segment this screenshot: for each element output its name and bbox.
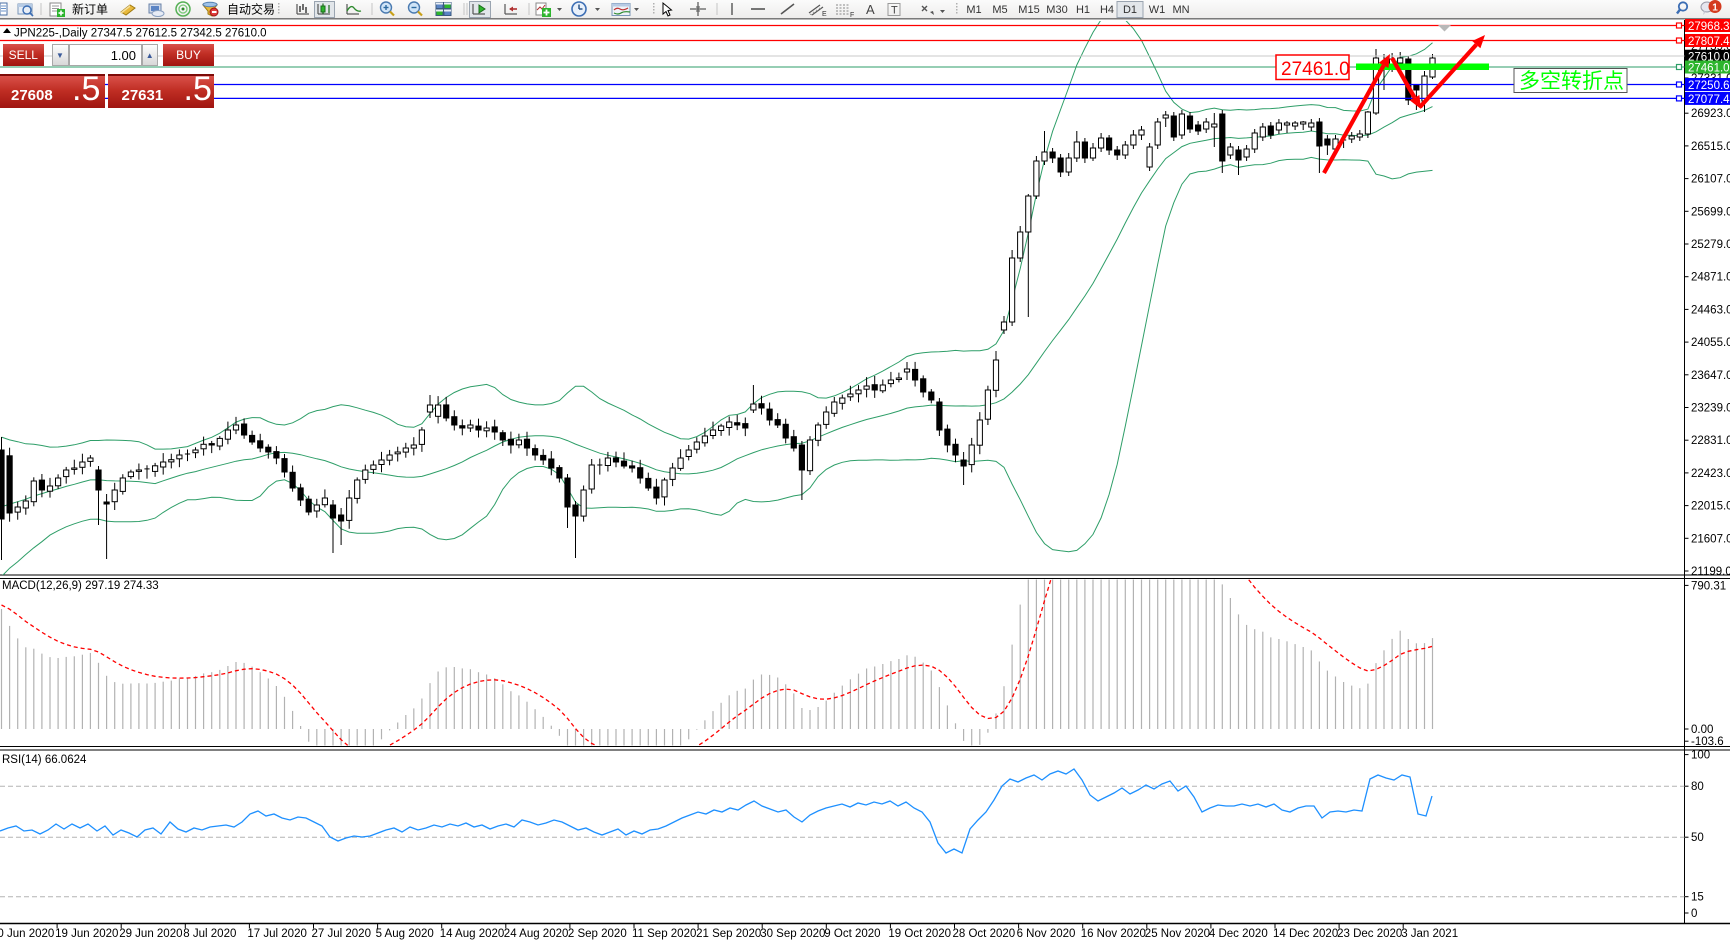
svg-text:26515.0: 26515.0: [1691, 141, 1730, 153]
svg-text:21607.0: 21607.0: [1691, 533, 1730, 545]
svg-text:27 Jul 2020: 27 Jul 2020: [312, 928, 371, 940]
svg-text:自动交易: 自动交易: [227, 2, 275, 17]
svg-text:15: 15: [1691, 892, 1704, 904]
svg-text:24055.0: 24055.0: [1691, 337, 1730, 349]
svg-text:RSI(14) 66.0624: RSI(14) 66.0624: [2, 754, 87, 766]
svg-text:100: 100: [1691, 750, 1710, 762]
svg-text:21199.0: 21199.0: [1691, 566, 1730, 578]
svg-text:M30: M30: [1046, 4, 1067, 16]
svg-text:A: A: [866, 2, 875, 17]
svg-text:8 Jul 2020: 8 Jul 2020: [183, 928, 236, 940]
svg-text:M15: M15: [1018, 4, 1039, 16]
svg-text:JPN225-,Daily 27347.5 27612.5: JPN225-,Daily 27347.5 27612.5 27342.5 27…: [14, 28, 267, 40]
svg-text:D1: D1: [1123, 4, 1137, 16]
svg-text:M5: M5: [992, 4, 1007, 16]
svg-text:29 Jun 2020: 29 Jun 2020: [119, 928, 182, 940]
svg-text:16 Nov 2020: 16 Nov 2020: [1081, 928, 1146, 940]
svg-text:0.00: 0.00: [1691, 724, 1713, 736]
svg-text:24871.0: 24871.0: [1691, 272, 1730, 284]
svg-text:26923.0: 26923.0: [1691, 108, 1730, 120]
svg-text:多空转折点: 多空转折点: [1519, 70, 1624, 93]
svg-text:17 Jul 2020: 17 Jul 2020: [247, 928, 306, 940]
svg-text:1: 1: [1712, 3, 1718, 14]
svg-text:14 Dec 2020: 14 Dec 2020: [1273, 928, 1338, 940]
svg-text:5 Aug 2020: 5 Aug 2020: [376, 928, 434, 940]
svg-text:19 Oct 2020: 19 Oct 2020: [888, 928, 951, 940]
svg-text:27807.4: 27807.4: [1688, 36, 1730, 48]
svg-text:19 Jun 2020: 19 Jun 2020: [55, 928, 118, 940]
svg-text:-103.6: -103.6: [1691, 736, 1724, 748]
svg-text:24 Aug 2020: 24 Aug 2020: [504, 928, 569, 940]
svg-text:22831.0: 22831.0: [1691, 435, 1730, 447]
svg-text:22015.0: 22015.0: [1691, 501, 1730, 513]
svg-text:27077.4: 27077.4: [1688, 94, 1730, 106]
svg-text:M1: M1: [966, 4, 981, 16]
svg-text:50: 50: [1691, 832, 1704, 844]
svg-text:0: 0: [1691, 908, 1697, 920]
svg-text:新订单: 新订单: [72, 2, 108, 17]
svg-text:14 Aug 2020: 14 Aug 2020: [440, 928, 505, 940]
svg-text:4 Dec 2020: 4 Dec 2020: [1209, 928, 1268, 940]
svg-text:H4: H4: [1100, 4, 1114, 16]
svg-text:27250.6: 27250.6: [1688, 80, 1730, 92]
svg-text:23239.0: 23239.0: [1691, 403, 1730, 415]
svg-text:9 Oct 2020: 9 Oct 2020: [824, 928, 880, 940]
svg-text:23647.0: 23647.0: [1691, 370, 1730, 382]
svg-text:21 Sep 2020: 21 Sep 2020: [696, 928, 761, 940]
svg-text:10 Jun 2020: 10 Jun 2020: [0, 928, 54, 940]
svg-text:25279.0: 25279.0: [1691, 239, 1730, 251]
svg-text:E: E: [822, 11, 827, 18]
svg-text:30 Sep 2020: 30 Sep 2020: [760, 928, 825, 940]
svg-text:T: T: [891, 5, 898, 17]
svg-text:26107.0: 26107.0: [1691, 174, 1730, 186]
svg-text:6 Nov 2020: 6 Nov 2020: [1017, 928, 1076, 940]
svg-text:790.31: 790.31: [1691, 580, 1726, 592]
svg-text:MACD(12,26,9) 297.19 274.33: MACD(12,26,9) 297.19 274.33: [2, 580, 159, 592]
svg-text:25699.0: 25699.0: [1691, 206, 1730, 218]
svg-text:28 Oct 2020: 28 Oct 2020: [953, 928, 1016, 940]
svg-text:27461.0: 27461.0: [1281, 59, 1350, 80]
svg-text:24463.0: 24463.0: [1691, 304, 1730, 316]
svg-text:F: F: [850, 12, 854, 18]
svg-text:3 Jan 2021: 3 Jan 2021: [1401, 928, 1458, 940]
svg-text:23 Dec 2020: 23 Dec 2020: [1337, 928, 1402, 940]
svg-text:27968.3: 27968.3: [1688, 21, 1730, 33]
svg-text:11 Sep 2020: 11 Sep 2020: [632, 928, 696, 940]
svg-text:W1: W1: [1149, 4, 1166, 16]
svg-text:27461.0: 27461.0: [1688, 63, 1730, 75]
svg-text:25 Nov 2020: 25 Nov 2020: [1145, 928, 1210, 940]
svg-text:80: 80: [1691, 781, 1704, 793]
svg-text:2 Sep 2020: 2 Sep 2020: [568, 928, 627, 940]
svg-text:H1: H1: [1076, 4, 1090, 16]
svg-text:MN: MN: [1172, 4, 1189, 16]
svg-text:22423.0: 22423.0: [1691, 468, 1730, 480]
